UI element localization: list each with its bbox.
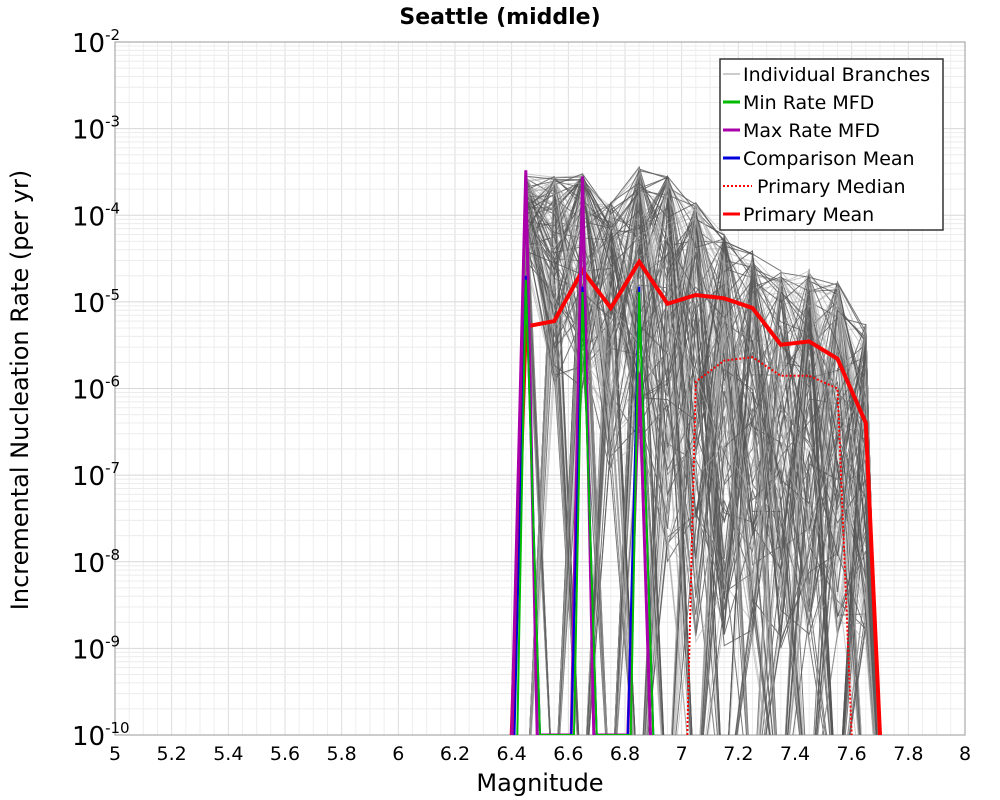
branch-line: [513, 176, 878, 735]
y-tick-label: 10-3: [72, 113, 120, 146]
x-tick-label: 7.4: [780, 743, 810, 765]
branch-line: [513, 215, 877, 735]
branch-line: [529, 173, 875, 735]
x-tick-label: 5.6: [270, 743, 300, 765]
branch-line: [513, 174, 878, 735]
branch-line: [513, 177, 878, 735]
x-tick-label: 6.2: [440, 743, 470, 765]
x-tick-label: 7.8: [893, 743, 923, 765]
y-tick-label: 10-2: [72, 26, 120, 59]
branch-line: [513, 175, 878, 735]
x-axis-ticks: 5 5.2 5.4 5.6 5.8 6 6.2 6.4 6.6 6.8 7 7.2 7.4 7.6 7.8 8: [109, 743, 971, 765]
y-tick-label: 10-9: [72, 632, 120, 665]
branch-line: [513, 201, 877, 735]
branch-line: [513, 211, 876, 735]
x-tick-label: 7.2: [723, 743, 753, 765]
x-tick-label: 5.2: [157, 743, 187, 765]
branch-line: [529, 208, 879, 735]
x-tick-label: 6.6: [553, 743, 583, 765]
branch-line: [513, 179, 861, 735]
y-tick-label: 10-4: [72, 199, 120, 232]
chart-title: Seattle (middle): [399, 5, 600, 30]
branch-line: [513, 172, 878, 735]
y-tick-label: 10-7: [72, 459, 120, 492]
branch-line: [513, 204, 878, 735]
x-tick-label: 8: [959, 743, 971, 765]
legend-label-primary-median: Primary Median: [757, 176, 906, 198]
legend-label-individual-branches: Individual Branches: [743, 64, 930, 86]
branch-line: [513, 184, 879, 735]
x-tick-label: 6.4: [497, 743, 527, 765]
branch-line: [513, 203, 878, 735]
legend-label-comparison-mean: Comparison Mean: [743, 148, 915, 170]
branch-line: [530, 221, 878, 735]
x-tick-label: 6: [392, 743, 404, 765]
x-tick-label: 6.8: [610, 743, 640, 765]
branch-line: [529, 177, 878, 735]
branch-line: [513, 175, 877, 735]
individual-branches: [513, 166, 879, 735]
legend-label-min-rate-mfd: Min Rate MFD: [743, 92, 874, 114]
legend-label-max-rate-mfd: Max Rate MFD: [743, 120, 880, 142]
y-axis-label: Incremental Nucleation Rate (per yr): [6, 170, 34, 610]
x-tick-label: 5: [109, 743, 121, 765]
y-tick-label: 10-6: [72, 373, 120, 406]
y-tick-label: 10-10: [72, 719, 130, 752]
branch-line: [513, 187, 875, 735]
x-tick-label: 7.6: [837, 743, 867, 765]
x-axis-label: Magnitude: [476, 769, 603, 797]
legend-label-primary-mean: Primary Mean: [743, 204, 874, 226]
x-tick-label: 5.8: [327, 743, 357, 765]
branch-line: [513, 210, 877, 735]
plot-content: [509, 166, 882, 735]
x-tick-label: 7: [676, 743, 688, 765]
y-tick-label: 10-8: [72, 546, 120, 579]
branch-line: [513, 167, 878, 735]
branch-line: [513, 179, 878, 735]
primary-mean-line: [509, 258, 882, 735]
primary-median-line: [686, 356, 853, 735]
branch-line: [513, 193, 878, 735]
min-rate-mfd-line: [516, 279, 655, 735]
clipped-series: [509, 166, 882, 735]
y-tick-label: 10-5: [72, 286, 120, 319]
y-axis-ticks: 10-2 10-3 10-4 10-5 10-6 10-7 10-8 10-9 10-10: [72, 26, 130, 752]
x-tick-label: 5.4: [213, 743, 243, 765]
legend: Individual Branches Min Rate MFD Max Rate …: [719, 58, 944, 231]
legend-box: [719, 58, 944, 231]
branch-line: [529, 177, 878, 735]
